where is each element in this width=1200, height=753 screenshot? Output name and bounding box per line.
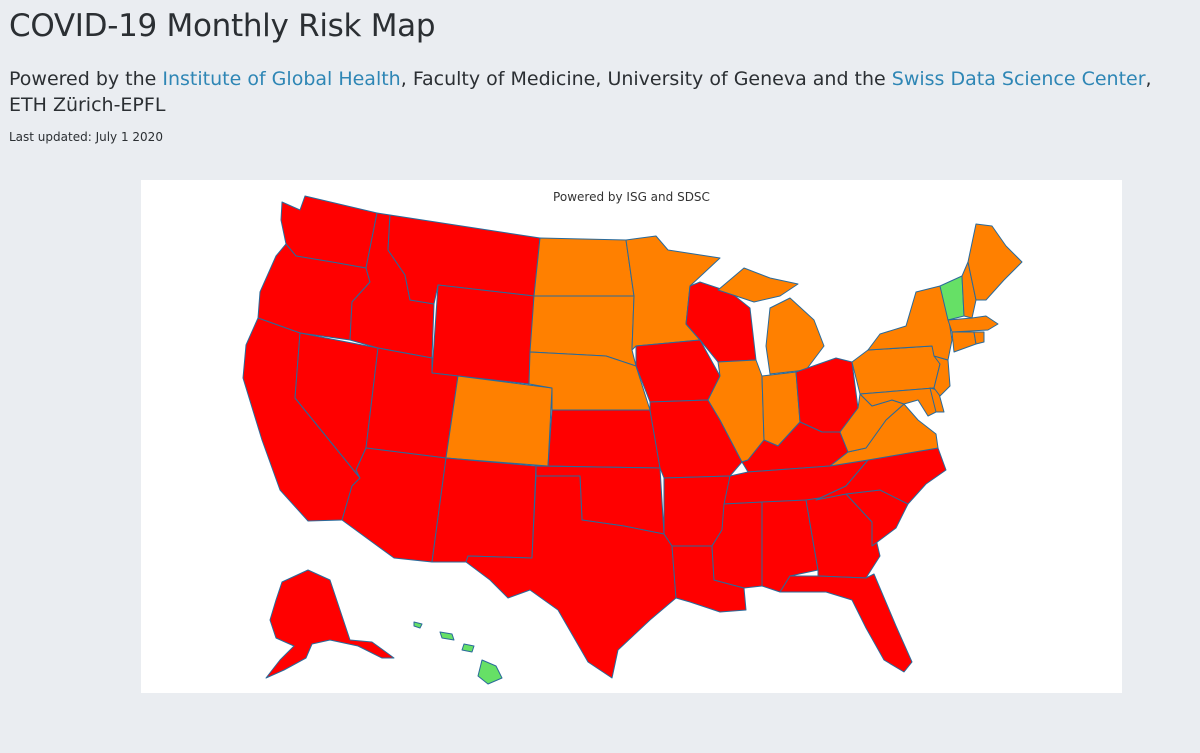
- state-ct[interactable]: [951, 331, 977, 353]
- map-caption: Powered by ISG and SDSC: [553, 190, 710, 204]
- state-md[interactable]: [859, 387, 937, 417]
- subtitle-prefix: Powered by the: [9, 68, 163, 90]
- risk-map-panel[interactable]: Powered by ISG and SDSC: [141, 180, 1122, 693]
- state-hi[interactable]: [413, 621, 503, 685]
- last-updated: Last updated: July 1 2020: [9, 130, 163, 144]
- state-nc[interactable]: [815, 447, 947, 505]
- state-pa[interactable]: [851, 345, 941, 395]
- page-title: COVID-19 Monthly Risk Map: [9, 8, 436, 44]
- state-ri[interactable]: [973, 331, 985, 345]
- state-wy[interactable]: [431, 284, 535, 385]
- state-ak[interactable]: [265, 569, 395, 679]
- subtitle: Powered by the Institute of Global Healt…: [9, 66, 1189, 118]
- subtitle-suffix: , ETH Zürich-EPFL: [9, 68, 1152, 116]
- state-nh[interactable]: [961, 261, 977, 319]
- us-risk-map[interactable]: [141, 180, 1122, 693]
- state-nm[interactable]: [431, 457, 537, 563]
- institute-global-health-link[interactable]: Institute of Global Health: [162, 68, 401, 90]
- state-tx[interactable]: [465, 475, 677, 679]
- state-fl[interactable]: [779, 573, 913, 673]
- state-me[interactable]: [967, 223, 1023, 301]
- state-ks[interactable]: [547, 409, 661, 469]
- state-nd[interactable]: [533, 237, 635, 297]
- state-mi[interactable]: [717, 267, 825, 375]
- state-co[interactable]: [445, 375, 553, 467]
- subtitle-middle: , Faculty of Medicine, University of Gen…: [400, 68, 892, 90]
- swiss-data-science-center-link[interactable]: Swiss Data Science Center: [891, 68, 1146, 90]
